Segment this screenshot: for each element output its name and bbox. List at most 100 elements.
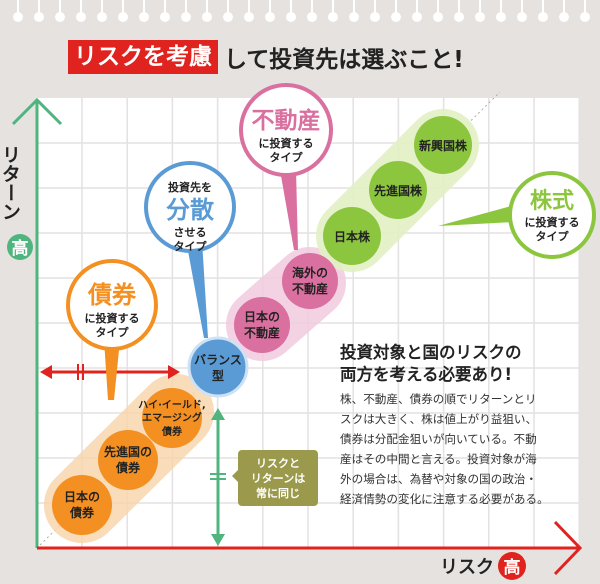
risk-axis-arrow (553, 520, 583, 576)
decorative-dot (223, 12, 233, 22)
title-highlight: リスクを考慮 (68, 40, 218, 74)
decorative-dot (76, 12, 86, 22)
svg-text:債券: 債券 (161, 425, 183, 438)
svg-text:ハイ·イールド,: ハイ·イールド, (138, 399, 205, 411)
risk-high-badge (498, 552, 526, 580)
return-axis-arrow (11, 97, 63, 126)
decorative-dot (118, 12, 128, 22)
item-jp-stock: 日本株 (323, 207, 381, 265)
decorative-dot (181, 12, 191, 22)
stocks-callout-title: 株式 (530, 189, 574, 214)
svg-text:先進国の: 先進国の (104, 444, 152, 459)
item-balance-type: バランス 型 (187, 336, 249, 398)
decorative-dots (13, 0, 590, 22)
risk-axis-label: リスク (440, 557, 494, 578)
svg-text:タイプ: タイプ (174, 239, 208, 253)
item-developed-stock: 先進国株 (369, 161, 427, 219)
svg-text:させる: させる (174, 226, 207, 239)
svg-text:日本の: 日本の (244, 309, 280, 324)
item-jp-realestate: 日本の 不動産 (234, 297, 290, 353)
decorative-dot (34, 12, 44, 22)
bond-callout-tail (104, 340, 120, 400)
note-body-line: 経済情勢の変化に注意する必要がある。 (340, 492, 549, 506)
realestate-callout-title: 不動産 (252, 107, 321, 134)
decorative-dot (286, 12, 296, 22)
return-high-label: 高 (12, 238, 29, 259)
bond-callout: 債券 に投資する タイプ (66, 259, 158, 351)
equal-note-line: リスクと (256, 457, 300, 470)
decorative-dot (559, 12, 569, 22)
note-heading: 投資対象と国のリスクの (340, 343, 522, 362)
svg-text:海外の: 海外の (292, 265, 328, 280)
decorative-dot (475, 12, 485, 22)
decorative-dot (97, 12, 107, 22)
item-jp-bond: 日本の 債券 (52, 475, 112, 535)
note-heading: 両方を考える必要あり! (340, 365, 513, 384)
note-body-line: 外の場合は、為替や対象の国の政治・ (340, 472, 538, 486)
svg-text:型: 型 (212, 368, 224, 383)
svg-text:タイプ: タイプ (270, 150, 304, 164)
svg-text:に投資する: に投資する (259, 136, 314, 150)
decorative-dot (391, 12, 401, 22)
decorative-dot (349, 12, 359, 22)
svg-text:タイプ: タイプ (536, 229, 570, 243)
decorative-dot (412, 12, 422, 22)
svg-text:日本の: 日本の (64, 489, 100, 504)
diversify-callout: 投資先を 分散 させる タイプ (144, 161, 236, 253)
item-emerging-stock: 新興国株 (414, 116, 472, 174)
decorative-dot (265, 12, 275, 22)
title-rest: して投資先は選ぶこと! (224, 47, 464, 73)
stocks-callout-tail (438, 205, 515, 226)
svg-text:日本株: 日本株 (334, 229, 371, 244)
decorative-dot (580, 12, 590, 22)
explanation-note: 投資対象と国のリスクの 両方を考える必要あり! 株、不動産、債券の順でリターンと… (340, 342, 588, 509)
return-axis-label: リターン (0, 145, 21, 221)
svg-text:先進国株: 先進国株 (374, 183, 423, 198)
svg-text:不動産: 不動産 (244, 325, 280, 340)
svg-text:バランス: バランス (194, 353, 242, 367)
decorative-dot (517, 12, 527, 22)
note-body-line: 株、不動産、債券の順でリターンとリ (340, 392, 537, 406)
realestate-callout-tail (280, 170, 298, 250)
decorative-dot (244, 12, 254, 22)
decorative-dot (160, 12, 170, 22)
page-title: リスクを考慮 して投資先は選ぶこと! (68, 40, 464, 74)
equal-note-box (238, 450, 318, 506)
svg-text:エマージング: エマージング (142, 411, 202, 424)
equal-note-line: リターンは (251, 472, 305, 485)
note-body-line: 産はその中間と言える。投資対象が海 (340, 452, 537, 466)
svg-text:債券: 債券 (69, 505, 95, 520)
decorative-dot (202, 12, 212, 22)
item-developed-bond: 先進国の 債券 (98, 430, 158, 490)
svg-text:タイプ: タイプ (96, 325, 130, 339)
svg-text:新興国株: 新興国株 (419, 138, 468, 153)
svg-text:不動産: 不動産 (292, 281, 328, 296)
note-body-line: 債券は分配金狙いが向いている。不動 (340, 432, 537, 446)
risk-high-label: 高 (504, 557, 521, 578)
return-high-badge (7, 234, 33, 260)
item-high-yield-bond: ハイ·イールド, エマージング 債券 (138, 388, 206, 448)
decorative-dot (454, 12, 464, 22)
realestate-callout: 不動産 に投資する タイプ (239, 83, 333, 177)
decorative-dot (538, 12, 548, 22)
item-intl-realestate: 海外の 不動産 (282, 253, 338, 309)
decorative-dot (370, 12, 380, 22)
svg-text:に投資する: に投資する (525, 215, 580, 229)
bond-callout-title: 債券 (87, 281, 137, 309)
decorative-dot (496, 12, 506, 22)
svg-text:債券: 債券 (115, 460, 141, 475)
decorative-dot (433, 12, 443, 22)
equal-note-line: 常に同じ (256, 486, 300, 500)
svg-text:に投資する: に投資する (85, 311, 140, 325)
diversify-callout-tail (186, 240, 208, 338)
stocks-callout: 株式 に投資する タイプ (508, 171, 596, 259)
decorative-dot (328, 12, 338, 22)
decorative-dot (307, 12, 317, 22)
decorative-dot (139, 12, 149, 22)
diversify-callout-title: 分散 (166, 196, 214, 224)
svg-text:投資先を: 投資先を (168, 180, 212, 194)
decorative-dot (55, 12, 65, 22)
note-body: 株、不動産、債券の順でリターンとリ スクは大きく、株は値上がり益狙い、 債券は分… (340, 389, 588, 509)
decorative-dot (13, 12, 23, 22)
